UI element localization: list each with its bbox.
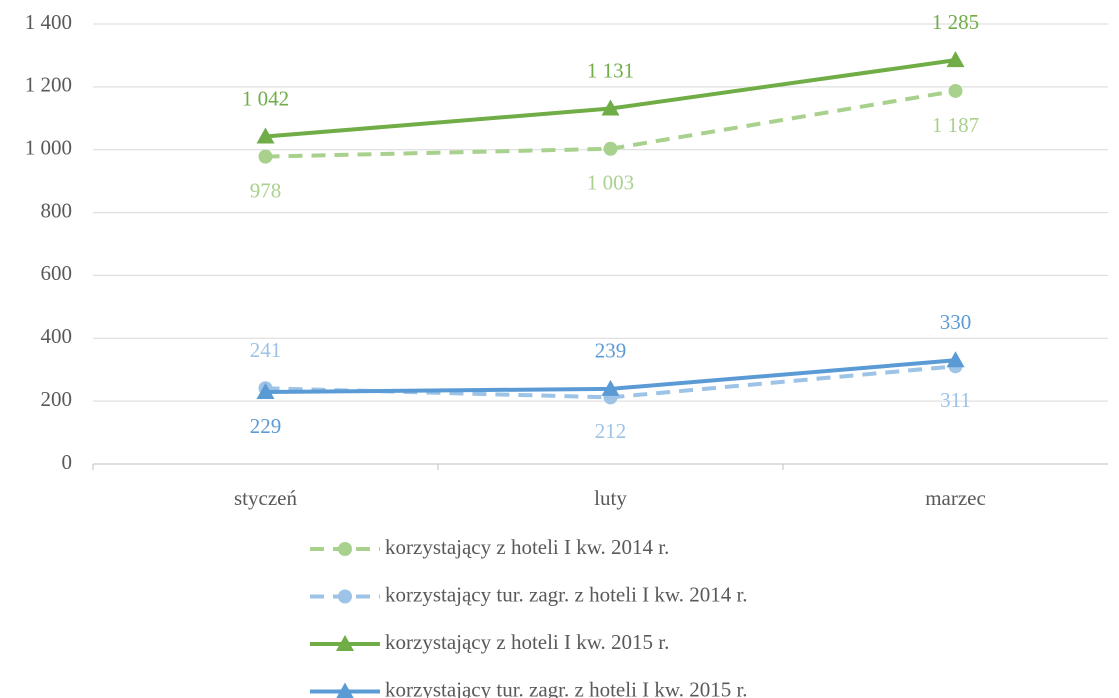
- y-tick-label: 0: [62, 450, 73, 474]
- data-point: [258, 149, 273, 164]
- y-tick-label: 800: [41, 198, 73, 222]
- data-label: 241: [250, 338, 282, 362]
- data-label: 1 285: [932, 10, 979, 34]
- legend-marker: [338, 589, 352, 604]
- legend-marker: [338, 542, 352, 556]
- y-tick-label: 1 400: [25, 10, 72, 34]
- data-label: 1 042: [242, 86, 289, 110]
- data-label: 1 131: [587, 58, 634, 82]
- x-tick-label: styczeń: [234, 486, 297, 510]
- data-label: 1 187: [932, 113, 979, 137]
- data-label: 239: [595, 339, 627, 363]
- legend-marker: [336, 682, 354, 698]
- y-tick-label: 1 200: [25, 73, 72, 97]
- legend-label: korzystający tur. zagr. z hoteli I kw. 2…: [385, 582, 748, 606]
- data-point: [601, 379, 620, 396]
- legend-label: korzystający z hoteli I kw. 2015 r.: [385, 630, 669, 654]
- x-tick-label: marzec: [925, 486, 986, 510]
- data-label: 311: [940, 388, 971, 412]
- data-point: [948, 83, 963, 98]
- y-tick-label: 600: [41, 261, 73, 285]
- data-point: [256, 127, 275, 144]
- data-label: 1 003: [587, 171, 634, 195]
- y-tick-label: 1 000: [25, 136, 72, 160]
- data-label: 978: [250, 178, 282, 202]
- data-point: [946, 51, 965, 68]
- x-tick-label: luty: [594, 486, 627, 510]
- y-tick-label: 200: [41, 387, 73, 411]
- data-label: 330: [940, 310, 972, 334]
- data-label: 229: [250, 414, 282, 438]
- legend-label: korzystający tur. zagr. z hoteli I kw. 2…: [385, 677, 748, 698]
- data-label: 212: [595, 419, 627, 443]
- data-point: [601, 99, 620, 116]
- legend-label: korzystający z hoteli I kw. 2014 r.: [385, 535, 669, 559]
- legend-marker: [336, 635, 354, 651]
- data-point: [946, 351, 965, 368]
- y-tick-label: 400: [41, 324, 73, 348]
- data-point: [603, 141, 618, 156]
- data-point: [256, 383, 275, 400]
